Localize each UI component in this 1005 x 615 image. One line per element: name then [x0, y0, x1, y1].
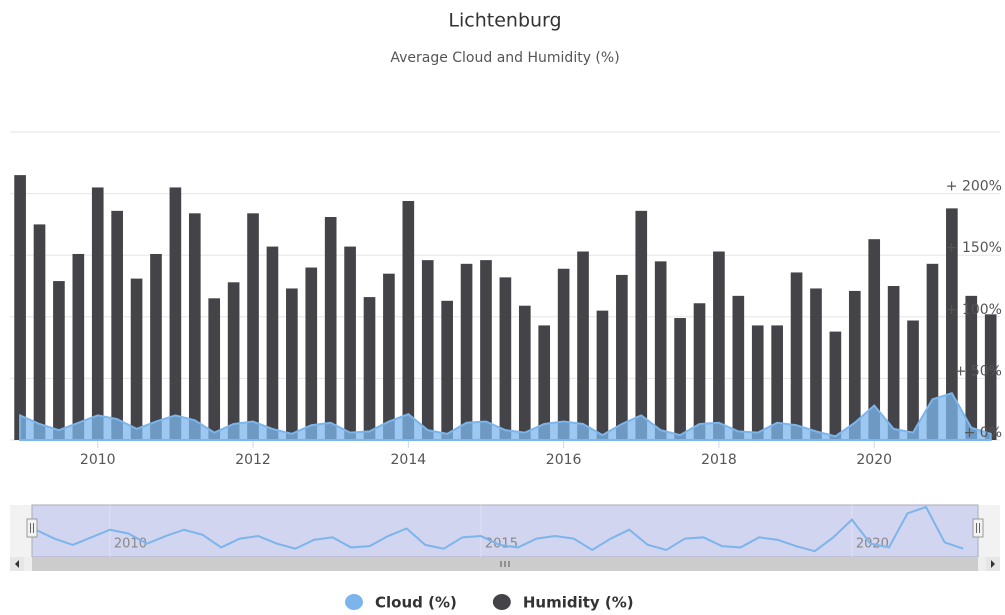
- bar: [402, 200, 415, 440]
- legend-label[interactable]: Humidity (%): [523, 594, 634, 612]
- bar: [208, 298, 221, 440]
- navigator-label: 2010: [114, 537, 147, 552]
- x-tick-label: 2020: [856, 452, 892, 468]
- scrollbar[interactable]: [10, 557, 1000, 571]
- bar: [499, 277, 512, 440]
- y-tick-label: + 150%: [946, 240, 1002, 256]
- bar: [926, 263, 939, 440]
- bar: [771, 325, 783, 440]
- handle-grip: [30, 523, 34, 533]
- x-tick-label: 2010: [80, 452, 116, 468]
- bar: [169, 187, 182, 440]
- legend: Cloud (%) Humidity (%): [345, 594, 634, 612]
- bar: [344, 246, 356, 440]
- bar: [557, 268, 570, 440]
- bar: [111, 210, 123, 440]
- chart-subtitle: Average Cloud and Humidity (%): [390, 50, 619, 66]
- x-tick-label: 2018: [701, 452, 737, 468]
- area: [19, 391, 992, 441]
- bar: [130, 278, 143, 440]
- bar: [266, 246, 279, 440]
- bar: [53, 281, 65, 440]
- bar: [965, 295, 978, 440]
- bar: [790, 272, 803, 440]
- legend-symbol: [345, 594, 363, 610]
- bar: [91, 187, 104, 440]
- bar: [480, 260, 492, 440]
- bar: [829, 331, 842, 440]
- bar: [732, 295, 745, 440]
- bar: [247, 213, 259, 440]
- bar: [305, 267, 318, 440]
- bar: [227, 282, 240, 440]
- bar: [984, 314, 997, 440]
- navigator-label: 2015: [485, 537, 518, 552]
- scrollbar-grip: [500, 561, 510, 567]
- bar: [616, 274, 628, 440]
- chart-title: Lichtenburg: [448, 10, 561, 32]
- bar: [596, 310, 609, 440]
- bar: [324, 217, 337, 440]
- y-tick-label: + 0%: [964, 425, 1002, 441]
- bar: [907, 320, 919, 440]
- bar: [383, 273, 395, 440]
- arrow-left: [15, 560, 19, 568]
- bar: [14, 175, 26, 440]
- legend-symbol: [492, 594, 511, 610]
- bar: [286, 288, 298, 440]
- bar: [654, 261, 667, 440]
- y-tick-label: + 200%: [946, 179, 1002, 195]
- bar: [577, 251, 589, 440]
- navigator-line: [35, 505, 964, 553]
- navigator-handle[interactable]: [972, 518, 984, 538]
- bar: [33, 224, 46, 440]
- arrow-right: [991, 560, 995, 568]
- bar: [538, 325, 551, 440]
- legend-label[interactable]: Cloud (%): [375, 594, 457, 612]
- bar: [810, 288, 822, 440]
- navigator-handle[interactable]: [26, 518, 38, 538]
- bar: [188, 213, 201, 440]
- x-tick-label: 2016: [546, 452, 582, 468]
- x-tick-label: 2012: [235, 452, 271, 468]
- navigator[interactable]: 2010 2015 2020: [10, 504, 1000, 558]
- bar: [150, 253, 162, 440]
- bar: [421, 260, 434, 440]
- bar: [946, 208, 958, 440]
- bar: [441, 300, 453, 440]
- bar: [751, 325, 764, 440]
- bar: [713, 251, 725, 440]
- handle-grip: [976, 523, 980, 533]
- bar: [693, 303, 706, 440]
- bar: [72, 253, 85, 440]
- bar: [460, 263, 473, 440]
- bar: [868, 239, 881, 440]
- bar: [518, 305, 531, 440]
- plot-area: 2010 2012 2014 2016 2018 2020 + 0% + 50% + 100% +…: [10, 131, 1002, 468]
- y-tick-label: + 50%: [955, 363, 1002, 379]
- bar: [635, 210, 648, 440]
- x-tick-label: 2014: [391, 452, 427, 468]
- y-tick-label: + 100%: [946, 302, 1002, 318]
- bar: [363, 297, 376, 440]
- bar: [887, 286, 900, 440]
- bar: [674, 318, 686, 440]
- bar: [848, 290, 861, 440]
